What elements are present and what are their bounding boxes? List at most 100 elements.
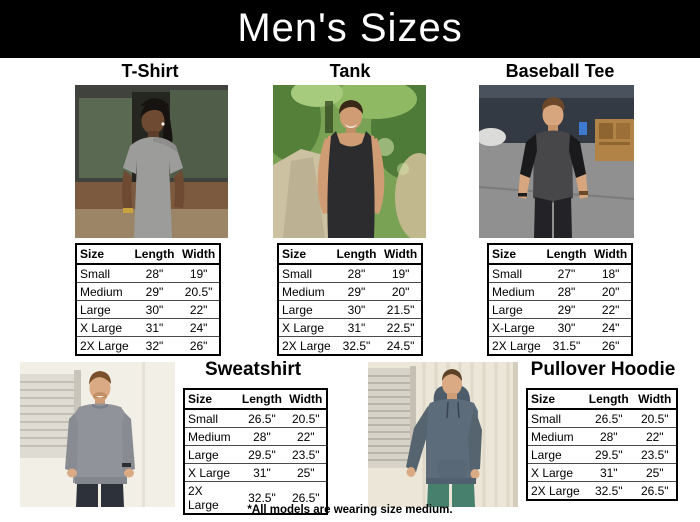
- size-cell: 20": [590, 282, 632, 301]
- size-cell: 29": [130, 282, 179, 301]
- size-row: Medium 28" 22": [527, 427, 677, 446]
- size-cell: 20.5": [285, 408, 327, 428]
- size-row: 2X Large 32" 26": [76, 336, 220, 355]
- size-cell: 26.5": [285, 481, 327, 514]
- size-table-body: Small 26.5" 20.5" Medium 28" 22" Large 29.5" 23.…: [184, 408, 327, 514]
- col-header-length: Length: [130, 244, 179, 265]
- tshirt-size-table: Size Length Width Small 28" 19" Medium 29" 20…: [75, 243, 221, 356]
- col-header-width: Width: [178, 244, 220, 265]
- col-header-size: Size: [184, 389, 239, 410]
- size-cell: Large: [488, 300, 543, 319]
- size-cell: 28": [332, 263, 381, 283]
- size-row: X Large 31" 24": [76, 318, 220, 337]
- size-cell: Medium: [278, 282, 333, 301]
- man-in-baseball-tee-photo: [479, 85, 634, 238]
- man-in-gray-sweatshirt-photo: [20, 362, 175, 507]
- size-cell: 28": [542, 282, 591, 301]
- product-title-sweatshirt: Sweatshirt: [204, 359, 302, 380]
- size-cell: Large: [76, 300, 131, 319]
- col-header-size: Size: [488, 244, 543, 265]
- size-row: Medium 28" 22": [184, 427, 327, 446]
- size-cell: 29": [332, 282, 381, 301]
- col-header-width: Width: [380, 244, 422, 265]
- size-cell: 25": [285, 463, 327, 482]
- banner: Men's Sizes: [0, 0, 700, 58]
- size-cell: 21.5": [380, 300, 422, 319]
- size-cell: 25": [633, 463, 677, 482]
- size-cell: 32.5": [332, 336, 381, 355]
- size-cell: 22.5": [380, 318, 422, 337]
- size-table-header-row: Size Length Width: [278, 244, 422, 265]
- size-cell: 32.5": [238, 481, 286, 514]
- size-cell: Large: [527, 445, 584, 464]
- size-table-header-row: Size Length Width: [488, 244, 632, 265]
- size-cell: 23.5": [633, 445, 677, 464]
- size-row: Medium 29" 20": [278, 282, 422, 301]
- col-header-size: Size: [76, 244, 131, 265]
- col-header-width: Width: [633, 389, 677, 410]
- size-cell: 22": [633, 427, 677, 446]
- product-title-tank: Tank: [329, 61, 371, 81]
- size-cell: 26": [178, 336, 220, 355]
- size-cell: X Large: [278, 318, 333, 337]
- size-cell: Medium: [527, 427, 584, 446]
- size-cell: 22": [285, 427, 327, 446]
- size-row: Large 29.5" 23.5": [184, 445, 327, 464]
- size-cell: 2X Large: [184, 481, 239, 514]
- col-header-width: Width: [590, 244, 632, 265]
- size-cell: Medium: [76, 282, 131, 301]
- product-title-baseball-tee: Baseball Tee: [505, 61, 615, 81]
- size-cell: 31": [584, 463, 634, 482]
- size-cell: Small: [76, 263, 131, 283]
- size-cell: 20.5": [633, 408, 677, 428]
- size-cell: 26.5": [584, 408, 634, 428]
- size-row: Small 28" 19": [76, 263, 220, 283]
- size-cell: 31": [238, 463, 286, 482]
- size-cell: Small: [184, 408, 239, 428]
- size-row: 2X Large 32.5" 26.5": [527, 481, 677, 500]
- size-cell: 28": [584, 427, 634, 446]
- sweatshirt-size-table: Size Length Width Small 26.5" 20.5" Medium 2…: [183, 388, 328, 515]
- size-row: Medium 29" 20.5": [76, 282, 220, 301]
- col-header-size: Size: [527, 389, 584, 410]
- size-cell: 29.5": [238, 445, 286, 464]
- size-table-body: Small 26.5" 20.5" Medium 28" 22" Large 29.5" 23.…: [527, 408, 677, 500]
- size-row: Large 29" 22": [488, 300, 632, 319]
- size-cell: 30": [130, 300, 179, 319]
- size-cell: 26.5": [633, 481, 677, 500]
- man-in-gray-t-shirt-photo: [75, 85, 228, 238]
- size-cell: 2X Large: [278, 336, 333, 355]
- size-cell: 28": [238, 427, 286, 446]
- size-table-body: Small 28" 19" Medium 29" 20.5" Large 30" 22" X La…: [76, 263, 220, 355]
- product-title-tshirt: T-Shirt: [121, 61, 179, 81]
- size-cell: 26.5": [238, 408, 286, 428]
- size-row: Large 29.5" 23.5": [527, 445, 677, 464]
- size-cell: X Large: [527, 463, 584, 482]
- size-cell: 32": [130, 336, 179, 355]
- size-cell: 29.5": [584, 445, 634, 464]
- size-table-body: Small 27" 18" Medium 28" 20" Large 29" 22" X-Larg…: [488, 263, 632, 355]
- size-row: Small 27" 18": [488, 263, 632, 283]
- baseball-tee-size-table: Size Length Width Small 27" 18" Medium 28" 20…: [487, 243, 633, 356]
- man-in-pullover-hoodie-photo: [368, 362, 518, 507]
- size-cell: 20": [380, 282, 422, 301]
- size-row: Small 26.5" 20.5": [184, 408, 327, 428]
- pullover-hoodie-size-table: Size Length Width Small 26.5" 20.5" Medium 2…: [526, 388, 678, 501]
- size-cell: 32.5": [584, 481, 634, 500]
- size-row: X-Large 30" 24": [488, 318, 632, 337]
- size-cell: 28": [130, 263, 179, 283]
- size-row: 2X Large 32.5" 26.5": [184, 481, 327, 514]
- size-row: X Large 31" 25": [184, 463, 327, 482]
- size-row: Large 30" 22": [76, 300, 220, 319]
- size-cell: Medium: [184, 427, 239, 446]
- col-header-length: Length: [332, 244, 381, 265]
- product-title-pullover-hoodie: Pullover Hoodie: [530, 359, 676, 380]
- size-row: Large 30" 21.5": [278, 300, 422, 319]
- size-cell: Small: [527, 408, 584, 428]
- size-cell: Small: [278, 263, 333, 283]
- size-cell: 2X Large: [76, 336, 131, 355]
- size-cell: Medium: [488, 282, 543, 301]
- size-cell: Small: [488, 263, 543, 283]
- size-cell: 24.5": [380, 336, 422, 355]
- size-cell: 18": [590, 263, 632, 283]
